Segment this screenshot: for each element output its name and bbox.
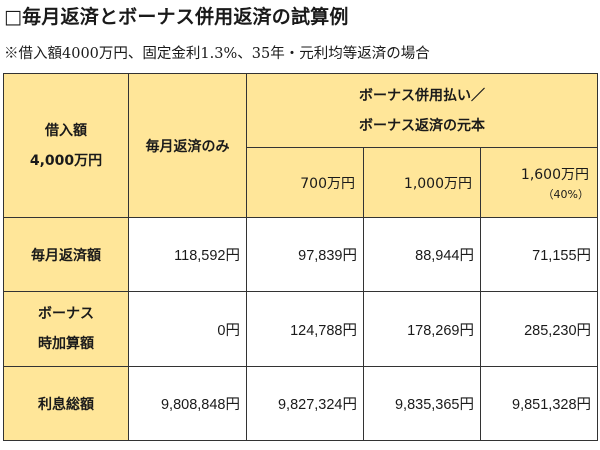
bonus-addition-monthly-only: 0円 — [128, 291, 247, 367]
loan-amount-label: 借入額 — [45, 122, 87, 139]
loan-amount-value: 4,000万円 — [29, 152, 103, 169]
monthly-only-header: 毎月返済のみ — [128, 73, 247, 218]
bonus-header-line2: ボーナス返済の元本 — [359, 117, 485, 134]
bonus-col-1000: 1,000万円 — [363, 147, 481, 218]
page-title: □毎月返済とボーナス併用返済の試算例 — [4, 6, 349, 28]
row-label-bonus-addition: ボーナス 時加算額 — [3, 291, 129, 367]
total-interest-700: 9,827,324円 — [246, 366, 364, 441]
total-interest-monthly-only: 9,808,848円 — [128, 366, 247, 441]
bonus-col-700: 700万円 — [246, 147, 364, 218]
bonus-header-line1: ボーナス併用払い／ — [359, 87, 485, 104]
bonus-addition-label-line1: ボーナス — [38, 306, 94, 322]
monthly-payment-1000: 88,944円 — [363, 217, 481, 292]
bonus-addition-700: 124,788円 — [246, 291, 364, 367]
total-interest-1000: 9,835,365円 — [363, 366, 481, 441]
conditions-note: ※借入額4000万円、固定金利1.3%、35年・元利均等返済の場合 — [4, 46, 430, 62]
bonus-addition-1000: 178,269円 — [363, 291, 481, 367]
bonus-col-1600-ratio: （40%） — [542, 187, 590, 201]
monthly-payment-monthly-only: 118,592円 — [128, 217, 247, 292]
repayment-table: 借入額 4,000万円 毎月返済のみ ボーナス併用払い／ ボーナス返済の元本 7… — [3, 73, 599, 441]
total-interest-1600: 9,851,328円 — [479, 366, 599, 441]
monthly-payment-700: 97,839円 — [246, 217, 364, 292]
bonus-col-1600-label: 1,600万円 — [520, 166, 590, 183]
bonus-addition-1600: 285,230円 — [479, 291, 599, 367]
bonus-addition-label-line2: 時加算額 — [38, 336, 94, 352]
row-label-monthly-payment: 毎月返済額 — [3, 217, 129, 292]
bonus-col-1600: 1,600万円 （40%） — [479, 147, 599, 218]
monthly-payment-1600: 71,155円 — [479, 217, 599, 292]
bonus-principal-header: ボーナス併用払い／ ボーナス返済の元本 — [245, 73, 599, 148]
row-label-total-interest: 利息総額 — [3, 366, 129, 441]
loan-amount-header: 借入額 4,000万円 — [3, 73, 129, 218]
